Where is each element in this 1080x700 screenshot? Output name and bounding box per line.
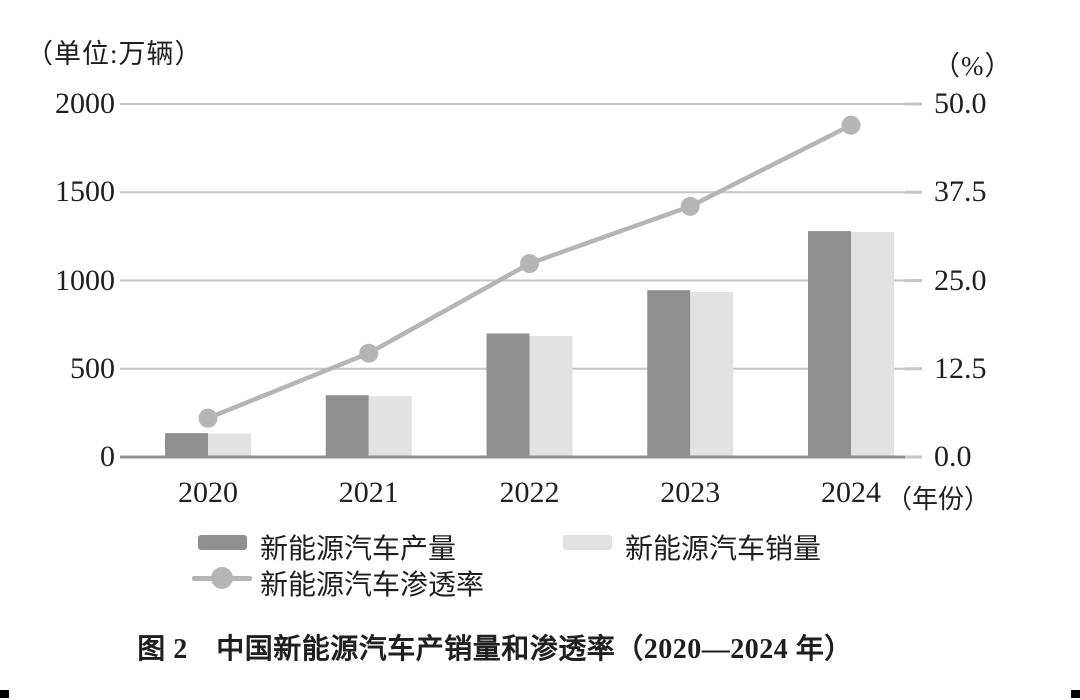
x-tick-label-2021: 2021 [338,476,399,509]
legend-label-production: 新能源汽车产量 [260,534,457,565]
x-tick-label-2024: 2024 [821,476,881,509]
y-left-tick-label: 1500 [55,175,115,209]
line-marker-2022 [520,254,539,274]
bar-sales-2024 [851,231,894,457]
bar-production-2023 [647,290,691,457]
y-right-tick-label: 50.0 [934,87,987,120]
y-right-tick-label: 12.5 [934,351,987,385]
y-left-tick-label: 0 [100,440,115,473]
legend-label-penetration: 新能源汽车渗透率 [260,570,485,601]
figure-caption: 图 2 中国新能源汽车产销量和渗透率（2020—2024 年） [137,634,853,665]
x-tick-label-2020: 2020 [178,476,238,509]
legend-marker-penetration-icon [211,567,233,589]
bar-production-2021 [325,395,369,457]
line-marker-2024 [841,115,861,135]
bottom-left-artifact [0,690,9,698]
right-axis-unit-label: （%） [933,51,1013,81]
line-marker-2021 [359,343,379,363]
bar-sales-2020 [208,433,251,457]
bar-production-2020 [165,433,208,457]
left-axis-unit-label: （单位:万辆） [26,39,203,69]
bar-production-2022 [486,333,530,457]
y-left-tick-label: 2000 [55,87,115,120]
y-right-tick-label: 0.0 [934,440,972,473]
line-marker-2023 [680,196,700,216]
y-right-tick-label: 25.0 [934,263,987,297]
bar-sales-2021 [368,396,412,457]
bar-sales-2022 [529,336,573,457]
bottom-right-artifact [1071,690,1080,698]
y-right-tick-label: 37.5 [934,175,987,209]
line-marker-2020 [198,408,218,428]
bar-sales-2023 [690,291,734,457]
y-left-tick-label: 1000 [55,263,115,297]
y-left-tick-label: 500 [70,351,115,385]
legend-swatch-production [198,535,247,550]
x-tick-label-2023: 2023 [660,476,721,509]
legend-swatch-sales [563,535,612,550]
legend-label-sales: 新能源汽车销量 [625,534,822,565]
x-axis-year-suffix: （年份） [886,485,991,514]
x-tick-label-2022: 2022 [499,476,560,509]
bar-production-2024 [808,231,851,457]
